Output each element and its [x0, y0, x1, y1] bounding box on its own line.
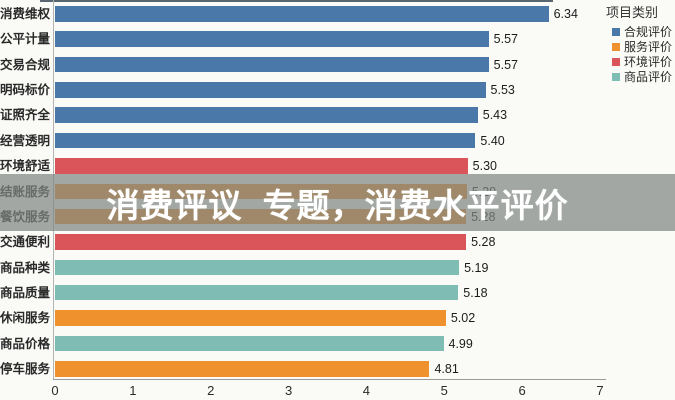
value-label: 4.81 [434, 362, 459, 377]
bar-row: 消费维权 6.34 [0, 6, 675, 22]
category-label: 商品价格 [0, 336, 50, 351]
category-label: 商品种类 [0, 260, 50, 275]
value-label: 6.34 [553, 7, 578, 21]
watermark-text: 消费评议 专题，消费水平评价 [106, 186, 569, 224]
x-tick-label: 7 [596, 383, 604, 398]
category-label: 环境舒适 [0, 159, 50, 174]
bar-row: 交通便利 5.28 [0, 234, 675, 250]
legend-item-label: 商品评价 [624, 70, 673, 84]
legend-title: 项目类别 [606, 5, 659, 20]
value-label: 5.40 [480, 133, 505, 148]
value-label: 5.57 [493, 57, 518, 72]
legend-items: 合规评价 服务评价 环境评价 商品评价 [606, 24, 672, 84]
bar-row: 停车服务 4.81 [0, 361, 675, 377]
category-label: 证照齐全 [0, 108, 50, 123]
bar-row: 商品种类 5.19 [0, 259, 675, 276]
legend-item-label: 环境评价 [624, 55, 673, 69]
bar [55, 56, 489, 73]
x-tick-label: 5 [440, 383, 448, 398]
legend-item: 商品评价 [606, 69, 672, 84]
bar [55, 31, 489, 47]
bar [55, 284, 459, 301]
value-label: 5.43 [482, 108, 508, 123]
bar [55, 361, 430, 377]
legend-item: 环境评价 [606, 54, 672, 69]
value-label: 5.53 [490, 83, 515, 98]
cropped-bar-remnant [40, 0, 553, 2]
legend: 项目类别 合规评价 服务评价 环境评价 商品评价 [606, 2, 672, 84]
category-label: 明码标价 [0, 83, 50, 98]
category-label: 商品质量 [0, 285, 50, 300]
legend-swatch-icon [612, 42, 620, 51]
value-label: 4.99 [448, 336, 473, 351]
value-label: 5.28 [471, 235, 496, 250]
category-label: 公平计量 [0, 32, 50, 47]
bar-row: 明码标价 5.53 [0, 82, 675, 98]
x-tick-label: 2 [207, 383, 215, 398]
legend-item: 合规评价 [606, 24, 672, 39]
x-tick-label: 6 [518, 383, 526, 398]
bar [55, 82, 486, 98]
category-label: 休闲服务 [0, 311, 50, 326]
value-label: 5.02 [450, 311, 476, 326]
value-label: 5.18 [463, 285, 488, 300]
bar [55, 6, 549, 22]
category-label: 经营透明 [0, 133, 50, 148]
value-label: 5.57 [493, 32, 518, 47]
bar-row: 公平计量 5.57 [0, 31, 675, 47]
bar [55, 259, 460, 276]
bar-row: 经营透明 5.40 [0, 132, 675, 149]
legend-item-label: 合规评价 [624, 25, 673, 39]
bar [55, 107, 478, 123]
category-label: 交通便利 [0, 235, 50, 250]
bar [55, 158, 468, 174]
x-axis-line [53, 379, 606, 380]
legend-swatch-icon [612, 57, 620, 66]
category-label: 交易合规 [0, 57, 50, 72]
bar-row: 交易合规 5.57 [0, 56, 675, 73]
bar [55, 234, 467, 250]
bar-row: 证照齐全 5.43 [0, 107, 675, 123]
bar-row: 环境舒适 5.30 [0, 158, 675, 174]
category-label: 停车服务 [0, 362, 50, 377]
legend-item-label: 服务评价 [624, 40, 673, 54]
bar [55, 132, 476, 149]
x-tick-label: 3 [284, 383, 293, 398]
value-label: 5.30 [472, 159, 497, 174]
bar-row: 商品价格 4.99 [0, 335, 675, 352]
legend-swatch-icon [612, 72, 620, 81]
bar [55, 310, 446, 326]
x-tick-label: 1 [129, 383, 137, 398]
category-label: 消费维权 [0, 7, 50, 21]
watermark-band: 消费评议 专题，消费水平评价 [0, 174, 675, 231]
value-label: 5.19 [464, 260, 489, 275]
bar [55, 335, 444, 352]
legend-swatch-icon [612, 27, 620, 36]
bar-row: 休闲服务 5.02 [0, 310, 675, 326]
legend-item: 服务评价 [606, 39, 672, 54]
x-tick-label: 0 [51, 383, 59, 398]
x-tick-label: 4 [362, 383, 371, 398]
bar-row: 商品质量 5.18 [0, 284, 675, 301]
